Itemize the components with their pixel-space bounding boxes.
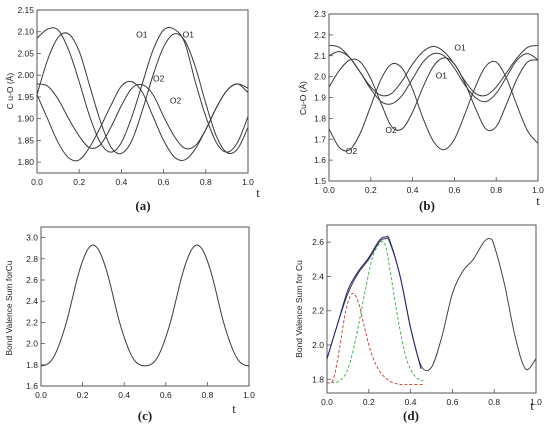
panel-b-ytick-label: 1.5 <box>314 176 326 186</box>
panel-c-ytick-label: 1.6 <box>26 381 38 391</box>
panel-d-ylabel: Bond Valence Sum for Cu <box>294 260 304 358</box>
panel-d-xlabel: t <box>530 398 534 413</box>
panel-d-series-1-line <box>326 237 537 372</box>
panel-d-ytick-label: 2.4 <box>312 271 324 281</box>
panel-a-annotation: O2 <box>153 74 165 84</box>
panel-d-xtick-label: 0.2 <box>363 397 375 407</box>
panel-c-xtick-label: 0.8 <box>201 390 213 400</box>
panel-a-annotation: O2 <box>170 95 182 105</box>
panel-b-series-1-line <box>328 44 539 97</box>
panel-c-ytick-label: 2.8 <box>26 254 38 264</box>
panel-a-ytick-label: 1.85 <box>17 135 34 145</box>
panel-a-series-4-line <box>36 80 249 162</box>
panel-a-frame <box>36 9 249 174</box>
panel-d-series-4-line <box>331 240 424 384</box>
panel-d: 0.0 0.2 0.4 0.6 0.8 1.0 1.8 2.0 2.2 2.4 2.6 Bond V… <box>294 224 542 423</box>
panel-b-annotation: O1 <box>436 71 448 81</box>
panel-a-xtick-label: 0.0 <box>31 177 43 187</box>
panel-c-xtick-label: 0.6 <box>160 390 172 400</box>
panel-b-annotation: O2 <box>346 146 358 156</box>
panel-b-annotation: O2 <box>385 125 397 135</box>
panel-c-ytick-label: 1.8 <box>26 360 38 370</box>
panel-b-annotation: O1 <box>454 43 466 53</box>
panel-a-ytick-label: 1.90 <box>17 114 34 124</box>
panel-d-series-3-line <box>326 292 424 386</box>
panel-c-xtick-label: 0.0 <box>35 390 47 400</box>
panel-a-label: (a) <box>135 198 150 213</box>
panel-c-frame <box>40 226 250 387</box>
panel-a-series-2-line <box>36 32 249 155</box>
panel-b-xtick-label: 0.4 <box>407 185 419 195</box>
panel-b-ytick-label: 1.8 <box>314 113 326 123</box>
panel-d-ytick-label: 2.6 <box>312 237 324 247</box>
panel-b-frame <box>328 13 539 182</box>
panel-b-ytick-label: 2.2 <box>314 30 326 40</box>
panel-a-xtick-label: 0.4 <box>115 177 127 187</box>
panel-b-label: (b) <box>419 198 435 213</box>
panel-a-xlabel: t <box>256 185 260 200</box>
panel-d-series-2-line <box>326 235 422 370</box>
panel-b-xtick-label: 0.2 <box>365 185 377 195</box>
panel-c-ytick-label: 2.0 <box>26 339 38 349</box>
panel-c-xlabel: t <box>232 401 236 416</box>
panel-b-series-3-line <box>328 57 539 132</box>
panel-b-ytick-label: 2.1 <box>314 51 326 61</box>
panel-b-series-2-line <box>328 51 539 105</box>
panel-c-xtick-label: 1.0 <box>243 390 255 400</box>
panel-c-xtick-label: 0.2 <box>77 390 89 400</box>
panel-d-xtick-label: 0.8 <box>488 397 500 407</box>
panel-a-ytick-label: 1.95 <box>17 92 34 102</box>
panel-b-xtick-label: 0.0 <box>323 185 335 195</box>
panel-d-ytick-label: 2.2 <box>312 306 324 316</box>
panel-a-ylabel: C u-O (Å) <box>5 73 15 110</box>
panel-a-series-3-line <box>36 83 249 150</box>
panel-d-ytick-label: 1.8 <box>312 374 324 384</box>
panel-c-ytick-label: 2.4 <box>26 296 38 306</box>
panel-a-ytick-label: 2.15 <box>17 5 34 15</box>
panel-b-xtick-label: 1.0 <box>532 185 544 195</box>
panel-c-ytick-label: 2.2 <box>26 317 38 327</box>
panel-b-ytick-label: 2.3 <box>314 9 326 19</box>
panel-a-series-1-line <box>36 26 249 153</box>
panel-a-xtick-label: 1.0 <box>242 177 254 187</box>
panel-d-xtick-label: 1.0 <box>530 397 542 407</box>
panel-d-label: (d) <box>403 408 419 423</box>
panel-b-xlabel: t <box>536 193 540 208</box>
panel-b-ytick-label: 1.9 <box>314 93 326 103</box>
panel-c-ytick-label: 2.6 <box>26 275 38 285</box>
panel-d-xtick-label: 0.0 <box>321 397 333 407</box>
panel-a-ytick-label: 1.80 <box>17 157 34 167</box>
panel-a-ytick-label: 2.05 <box>17 48 34 58</box>
panel-a-xtick-label: 0.2 <box>73 177 85 187</box>
panel-a-ytick-label: 2.00 <box>17 70 34 80</box>
panel-d-frame <box>326 224 537 394</box>
panel-a-annotation: O1 <box>183 29 195 39</box>
panel-b-ytick-label: 1.6 <box>314 155 326 165</box>
panel-a-xtick-label: 0.6 <box>158 177 170 187</box>
panel-a-annotation: O1 <box>136 29 148 39</box>
panel-c-ylabel: Bond Valence Sum forCu <box>4 260 14 356</box>
panel-c-xtick-label: 0.4 <box>118 390 130 400</box>
panel-b-xtick-label: 0.8 <box>490 185 502 195</box>
panel-a-xtick-label: 0.8 <box>200 177 212 187</box>
panel-c-ytick-label: 3.0 <box>26 233 38 243</box>
panel-c-label: (c) <box>138 408 152 423</box>
panel-c: 0.0 0.2 0.4 0.6 0.8 1.0 1.6 1.8 2.0 2.2 2.4 2.6 2.8 3… <box>4 226 255 423</box>
panel-d-xtick-label: 0.4 <box>405 397 417 407</box>
panel-c-series-1-line <box>40 244 250 367</box>
panel-a: 0.0 0.2 0.4 0.6 0.8 1.0 1.80 1.85 1.90 1.95 2.00 2.… <box>5 5 260 213</box>
panel-d-ytick-label: 2.0 <box>312 340 324 350</box>
panel-b: 0.0 0.2 0.4 0.6 0.8 1.0 1.5 1.6 1.7 1.8 1.9 2.0 2.1 2… <box>298 9 544 213</box>
panel-b-ytick-label: 2.0 <box>314 72 326 82</box>
panel-d-xtick-label: 0.6 <box>446 397 458 407</box>
panel-b-ylabel: Cu-O (Å) <box>298 81 308 115</box>
panel-b-ytick-label: 1.7 <box>314 134 326 144</box>
panel-a-ytick-label: 2.10 <box>17 27 34 37</box>
panel-b-series-4-line <box>328 60 539 152</box>
panel-b-xtick-label: 0.6 <box>448 185 460 195</box>
